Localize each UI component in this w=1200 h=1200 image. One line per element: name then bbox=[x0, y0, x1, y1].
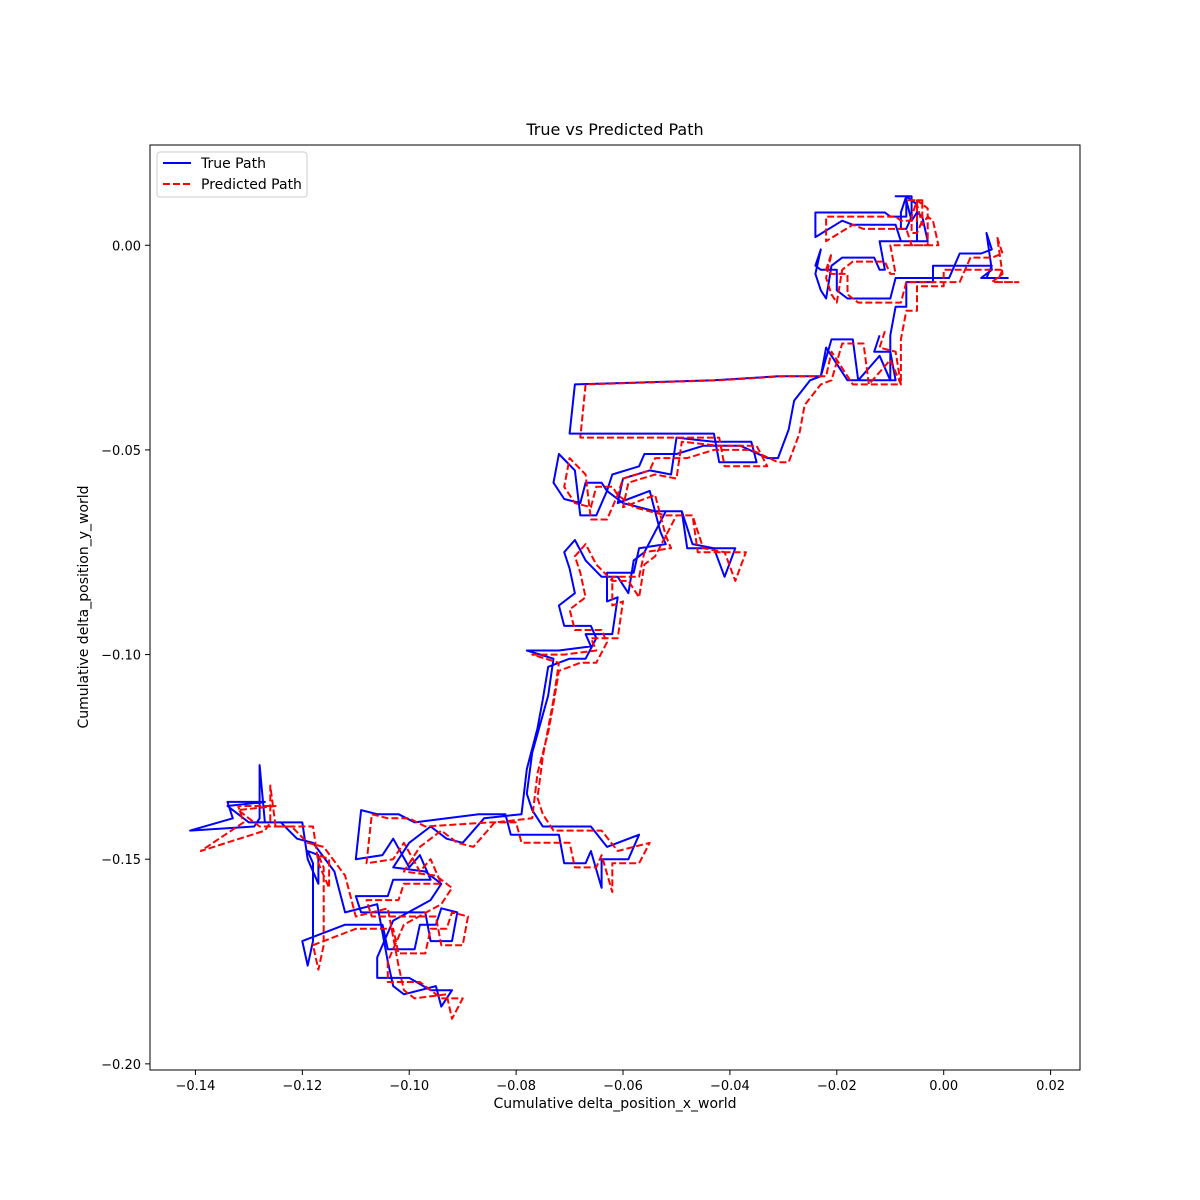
axes-frame bbox=[149, 144, 1081, 1071]
legend-box bbox=[156, 151, 308, 198]
x-tick-label: −0.02 bbox=[817, 1079, 857, 1094]
series-layer bbox=[189, 195, 1020, 1020]
x-tick-label: −0.12 bbox=[282, 1079, 322, 1094]
legend-label-true-path: True Path bbox=[200, 156, 266, 172]
x-tick-label: −0.06 bbox=[603, 1079, 643, 1094]
predicted-path-line bbox=[199, 199, 1020, 1020]
x-tick-label: 0.02 bbox=[1036, 1079, 1065, 1094]
x-axis-label: Cumulative delta_position_x_world bbox=[493, 1096, 736, 1112]
y-tick-label: −0.05 bbox=[101, 444, 141, 459]
true-path-line bbox=[189, 195, 1009, 1008]
chart-title: True vs Predicted Path bbox=[525, 120, 703, 139]
x-tick-label: 0.00 bbox=[929, 1079, 958, 1094]
y-tick-label: −0.20 bbox=[101, 1058, 141, 1073]
x-tick-label: −0.10 bbox=[389, 1079, 429, 1094]
x-tick-label: −0.14 bbox=[176, 1079, 216, 1094]
x-axis: −0.14 −0.12 −0.10 −0.08 −0.06 −0.04 −0.02 0.00 0… bbox=[176, 1070, 1065, 1094]
legend: True Path Predicted Path bbox=[156, 151, 308, 198]
y-tick-label: 0.00 bbox=[112, 239, 141, 254]
y-axis: −0.20 −0.15 −0.10 −0.05 0.00 bbox=[101, 239, 150, 1073]
x-tick-label: −0.04 bbox=[710, 1079, 750, 1094]
x-tick-label: −0.08 bbox=[496, 1079, 536, 1094]
legend-label-predicted-path: Predicted Path bbox=[201, 177, 302, 193]
y-axis-label: Cumulative delta_position_y_world bbox=[76, 485, 92, 728]
y-tick-label: −0.10 bbox=[101, 649, 141, 664]
y-tick-label: −0.15 bbox=[101, 853, 141, 868]
